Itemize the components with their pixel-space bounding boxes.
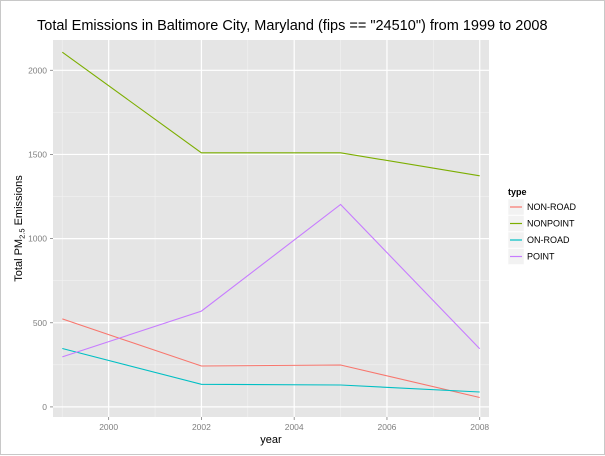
x-tick-label: 2004 — [285, 422, 304, 432]
legend-title: type — [508, 187, 527, 197]
x-tick-label: 2008 — [470, 422, 489, 432]
y-axis-label-subscript: 2.5 — [18, 228, 27, 238]
legend-label-on-road: ON-ROAD — [527, 235, 570, 245]
series-line-on-road — [62, 347, 480, 393]
major-gridlines — [53, 40, 489, 417]
x-tick-label: 2006 — [377, 422, 396, 432]
y-tick-label: 2000 — [28, 65, 47, 75]
legend-label-non-road: NON-ROAD — [527, 202, 576, 212]
legend-label-nonpoint: NONPOINT — [527, 219, 575, 229]
plot-panel — [53, 40, 489, 417]
axis-ticks: 2000 2002 2004 2006 2008 0 500 1000 1500 2000 — [28, 65, 489, 432]
x-tick-label: 2000 — [99, 422, 118, 432]
series-line-non-road — [62, 318, 480, 399]
x-axis-label: year — [260, 434, 282, 446]
legend-label-point: POINT — [527, 252, 555, 262]
legend: NON-ROAD NONPOINT ON-ROAD POINT — [507, 198, 576, 265]
series-line-point — [62, 203, 481, 358]
chart-title: Total Emissions in Baltimore City, Maryl… — [37, 18, 548, 34]
series-lines — [61, 51, 481, 399]
y-axis-label: Total PM2.5 Emissions — [13, 175, 27, 282]
y-tick-label: 500 — [33, 318, 47, 328]
y-axis-label-prefix: Total PM — [13, 239, 25, 282]
series-line-nonpoint — [61, 51, 480, 177]
y-tick-label: 1500 — [28, 149, 47, 159]
y-axis-label-suffix: Emissions — [13, 175, 25, 229]
x-tick-label: 2002 — [192, 422, 211, 432]
y-tick-label: 0 — [42, 402, 47, 412]
y-tick-label: 1000 — [28, 234, 47, 244]
